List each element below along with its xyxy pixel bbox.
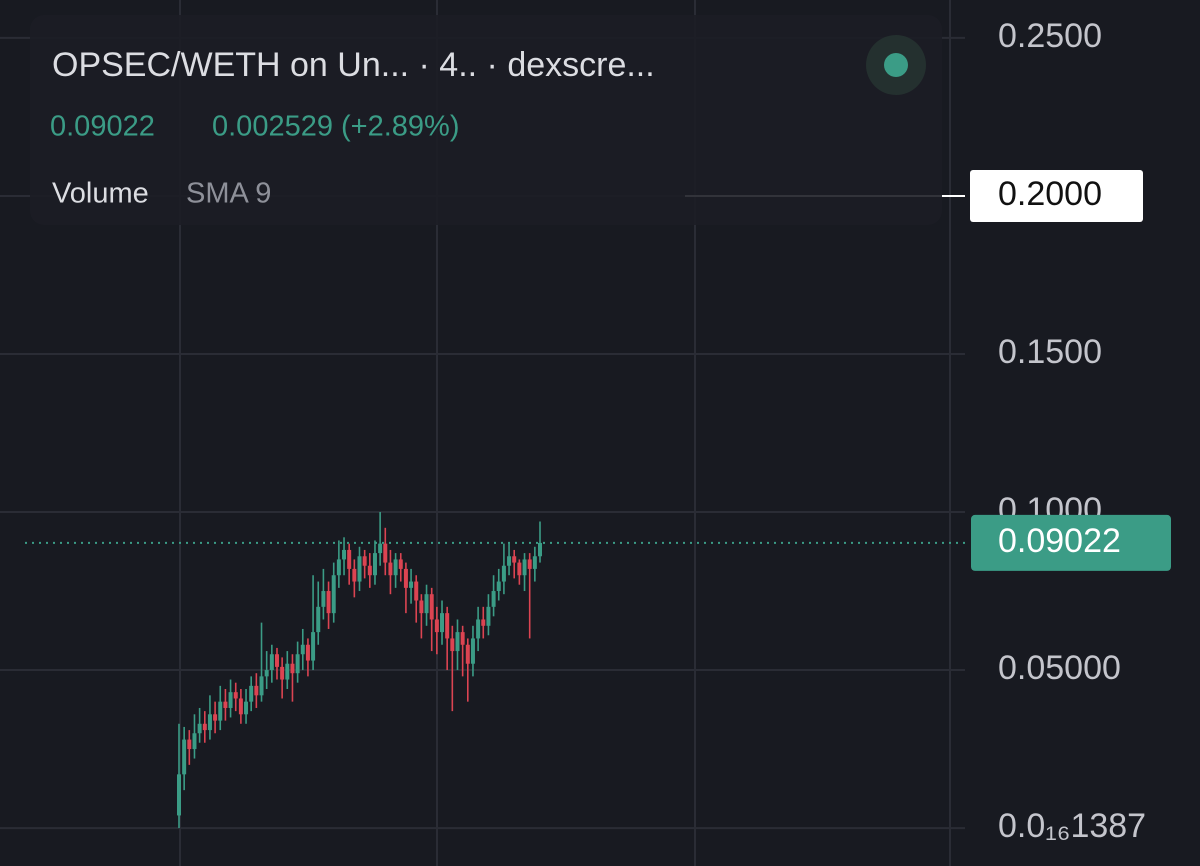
- candle-body: [434, 619, 439, 633]
- candle-body: [285, 663, 290, 680]
- candle-body: [445, 613, 450, 639]
- candle-body: [238, 698, 243, 715]
- candle-body: [274, 654, 279, 667]
- candle-body: [197, 723, 202, 734]
- candle-body: [228, 692, 233, 708]
- y-tick-label: 0.2500: [998, 17, 1102, 55]
- y-tick-label: 0.05000: [998, 649, 1121, 687]
- candle-body: [450, 638, 455, 652]
- crosshair-label: 0.2000: [998, 175, 1102, 213]
- candle-body: [470, 638, 475, 664]
- candle-body: [187, 739, 192, 750]
- candle-body: [538, 542, 542, 557]
- candle-body: [342, 549, 347, 560]
- candle-body: [295, 654, 300, 674]
- candle-body: [527, 559, 532, 569]
- candle-body: [429, 594, 434, 620]
- header-panel: [30, 15, 942, 225]
- candle-body: [202, 723, 207, 731]
- last-price-box: [971, 514, 1171, 571]
- candle-body: [352, 568, 357, 582]
- candle-body: [280, 666, 285, 680]
- candle-body: [378, 543, 383, 554]
- candle-body: [393, 559, 398, 576]
- candle-body: [440, 613, 445, 633]
- candle-body: [213, 714, 218, 721]
- candle-body: [259, 676, 264, 696]
- candle-body: [403, 568, 408, 588]
- candle-body: [269, 654, 274, 671]
- candle-body: [311, 632, 316, 661]
- indicator-name: Volume: [52, 178, 149, 210]
- price-change: 0.002529 (+2.89%): [212, 111, 460, 143]
- candle-body: [331, 575, 336, 614]
- candle-body: [316, 606, 321, 633]
- candle-body: [481, 619, 486, 626]
- candle-body: [460, 632, 465, 645]
- candle-body: [192, 733, 197, 750]
- candle-body: [182, 739, 187, 775]
- symbol-title: OPSEC/WETH on Un... · 4.. · dexscre...: [52, 46, 655, 84]
- price-axis: 0.0₁₆13870.050000.10000.15000.20000.2500…: [970, 17, 1171, 845]
- candle-body: [398, 559, 403, 569]
- live-dot: [884, 53, 908, 77]
- candle-body: [507, 556, 512, 566]
- candle-body: [424, 594, 429, 614]
- candle-body: [321, 591, 326, 607]
- y-tick-label: 0.1500: [998, 333, 1102, 371]
- plot: [25, 194, 965, 829]
- candle-body: [177, 774, 181, 816]
- candle-body: [455, 632, 460, 652]
- candle-body: [486, 606, 491, 626]
- candle-body: [207, 714, 212, 731]
- crosshair-box: [970, 169, 1143, 222]
- candle-body: [218, 701, 223, 721]
- candle-body: [476, 619, 481, 639]
- candle-body: [290, 663, 295, 674]
- candle-body: [414, 581, 419, 601]
- candle-body: [233, 692, 238, 699]
- candle-body: [223, 701, 228, 708]
- candle-body: [517, 562, 522, 576]
- y-tick-label: 0.0₁₆1387: [998, 807, 1146, 845]
- candle-body: [383, 543, 388, 563]
- candle-body: [501, 565, 506, 582]
- candle-body: [409, 581, 414, 588]
- candle-body: [244, 701, 249, 715]
- candle-body: [465, 644, 470, 664]
- candle-body: [336, 559, 341, 576]
- candle-body: [249, 685, 254, 702]
- candle-body: [347, 549, 352, 569]
- candle-body: [532, 556, 537, 569]
- candle-body: [419, 600, 424, 614]
- candle-body: [305, 644, 310, 661]
- candle-body: [264, 670, 269, 677]
- candle-body: [522, 559, 527, 576]
- candle-body: [362, 556, 367, 566]
- candle-body: [326, 591, 331, 614]
- candle-body: [491, 591, 496, 607]
- candle-body: [372, 553, 377, 576]
- indicator-setting: SMA 9: [186, 178, 271, 210]
- candle-body: [496, 581, 501, 592]
- candle-body: [254, 685, 259, 696]
- candle-body: [512, 556, 517, 563]
- candle-body: [300, 644, 305, 655]
- candle-body: [388, 562, 393, 576]
- last-price-label: 0.09022: [998, 522, 1121, 560]
- last-price: 0.09022: [50, 111, 155, 143]
- candle-body: [357, 556, 362, 582]
- candle-body: [367, 565, 372, 576]
